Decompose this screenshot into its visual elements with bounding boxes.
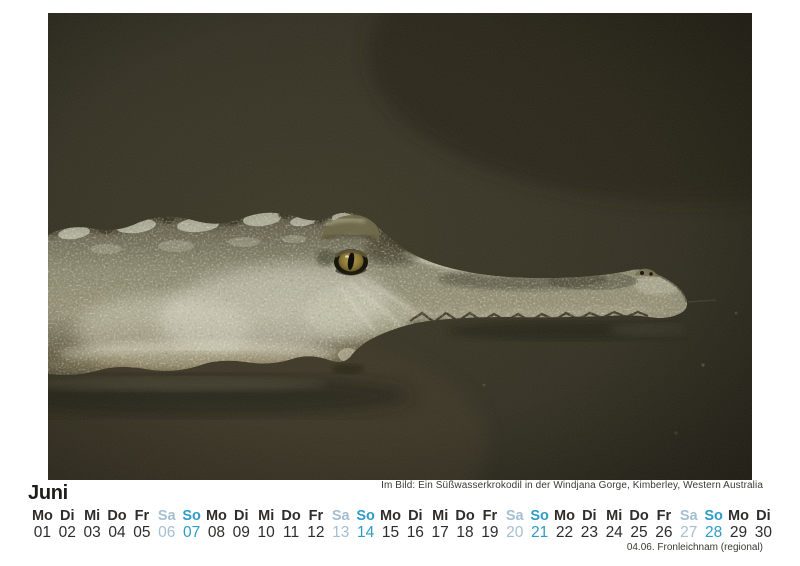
weekday-label: Mo: [728, 508, 749, 524]
date-label: 16: [406, 524, 424, 541]
calendar-day: Mi 03: [80, 508, 105, 541]
calendar-day: Do 25: [627, 508, 652, 541]
date-label: 12: [307, 524, 325, 541]
date-label: 27: [680, 524, 698, 541]
calendar-day: Fr 12: [303, 508, 328, 541]
date-label: 23: [580, 524, 598, 541]
calendar-day: Sa 06: [154, 508, 179, 541]
calendar-row: Mo 01 Di 02 Mi 03 Do 04 Fr 05 Sa 06 So 07 Mo 08 Di 09 Mi 10…: [30, 508, 776, 541]
calendar-day: Mo 15: [378, 508, 403, 541]
weekday-label: Fr: [134, 508, 150, 524]
calendar-day: Do 11: [279, 508, 304, 541]
weekday-label: Di: [582, 508, 597, 524]
weekday-label: Mo: [31, 508, 53, 524]
calendar-day: Mi 10: [254, 508, 279, 541]
calendar-day: Di 23: [577, 508, 602, 541]
weekday-label: Mi: [258, 508, 275, 524]
weekday-label: Mo: [554, 508, 575, 524]
date-label: 04: [108, 524, 126, 541]
calendar-day: Do 04: [105, 508, 130, 541]
weekday-label: Di: [408, 508, 423, 524]
calendar-day: Fr 05: [129, 508, 154, 541]
date-label: 26: [655, 524, 673, 541]
weekday-label: Di: [234, 508, 249, 524]
weekday-label: Do: [455, 508, 475, 524]
calendar-day: Di 09: [229, 508, 254, 541]
date-label: 14: [356, 524, 375, 541]
date-label: 06: [158, 524, 176, 541]
holiday-note: 04.06. Fronleichnam (regional): [626, 542, 763, 553]
weekday-label: Sa: [331, 508, 350, 524]
calendar-day: So 21: [527, 508, 552, 541]
calendar-day: Sa 27: [676, 508, 701, 541]
calendar-day: Di 16: [403, 508, 428, 541]
weekday-label: Fr: [656, 508, 672, 524]
weekday-label: Mo: [379, 508, 401, 524]
date-label: 07: [182, 524, 201, 541]
date-label: 22: [555, 524, 574, 541]
weekday-label: Mi: [606, 508, 623, 524]
weekday-label: So: [182, 508, 201, 524]
weekday-label: Mi: [432, 508, 449, 524]
calendar-day: Mi 17: [428, 508, 453, 541]
weekday-label: Di: [756, 508, 771, 524]
calendar-day: So 28: [701, 508, 726, 541]
calendar-day: Mo 08: [204, 508, 229, 541]
date-label: 17: [431, 524, 449, 541]
date-label: 19: [481, 524, 499, 541]
date-label: 18: [456, 524, 474, 541]
calendar-day: So 07: [179, 508, 204, 541]
photo-caption: Im Bild: Ein Süßwasserkrokodil in der Wi…: [381, 480, 763, 491]
weekday-label: Sa: [679, 508, 698, 524]
weekday-label: Mi: [84, 508, 101, 524]
weekday-label: Fr: [482, 508, 498, 524]
date-label: 01: [33, 524, 52, 541]
date-label: 21: [530, 524, 549, 541]
weekday-label: Sa: [505, 508, 524, 524]
weekday-label: Di: [60, 508, 75, 524]
date-label: 13: [332, 524, 350, 541]
weekday-label: So: [530, 508, 549, 524]
date-label: 25: [630, 524, 648, 541]
calendar-day: Do 18: [453, 508, 478, 541]
weekday-label: Do: [281, 508, 301, 524]
calendar-day: Mo 22: [552, 508, 577, 541]
date-label: 20: [506, 524, 524, 541]
weekday-label: So: [704, 508, 723, 524]
month-title: Juni: [28, 482, 68, 504]
date-label: 28: [705, 524, 723, 541]
weekday-label: Mo: [205, 508, 227, 524]
date-label: 15: [381, 524, 400, 541]
date-label: 30: [754, 524, 772, 541]
date-label: 02: [58, 524, 76, 541]
calendar-day: Mo 29: [726, 508, 751, 541]
weekday-label: Sa: [157, 508, 176, 524]
weekday-label: Do: [629, 508, 649, 524]
date-label: 08: [207, 524, 226, 541]
calendar-day: Sa 20: [502, 508, 527, 541]
date-label: 24: [605, 524, 623, 541]
calendar-day: Mo 01: [30, 508, 55, 541]
date-label: 09: [232, 524, 250, 541]
calendar-day: So 14: [353, 508, 378, 541]
weekday-label: So: [356, 508, 375, 524]
weekday-label: Do: [107, 508, 127, 524]
calendar-day: Mi 24: [602, 508, 627, 541]
calendar-day: Di 02: [55, 508, 80, 541]
calendar-day: Fr 26: [651, 508, 676, 541]
date-label: 03: [83, 524, 101, 541]
date-label: 05: [133, 524, 151, 541]
crocodile-photo: [48, 13, 752, 480]
weekday-label: Fr: [308, 508, 324, 524]
calendar-day: Fr 19: [477, 508, 502, 541]
date-label: 10: [257, 524, 275, 541]
calendar-day: Sa 13: [328, 508, 353, 541]
date-label: 11: [282, 524, 300, 541]
date-label: 29: [729, 524, 748, 541]
calendar-day: Di 30: [751, 508, 776, 541]
